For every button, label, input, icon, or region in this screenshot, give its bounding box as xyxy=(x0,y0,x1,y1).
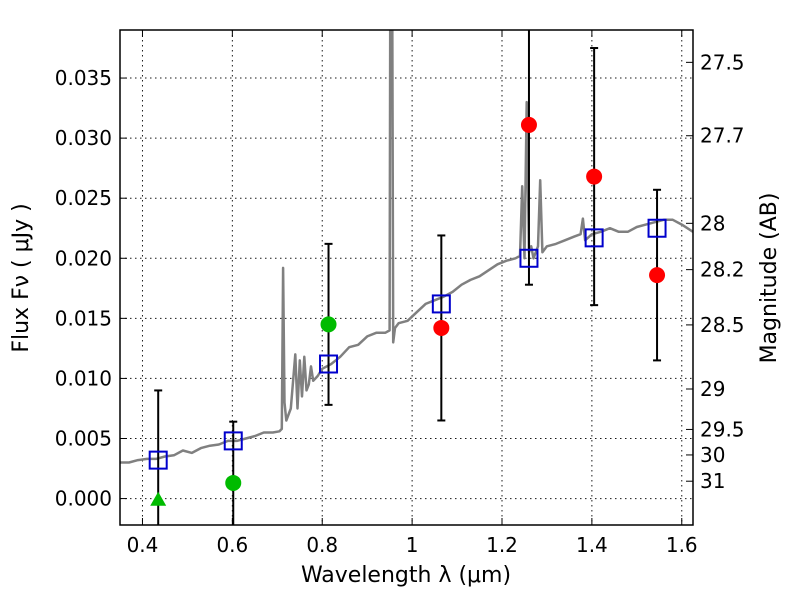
y-tick-label: 0.020 xyxy=(55,246,112,270)
x-tick-label: 1.2 xyxy=(486,533,518,557)
model-square-point xyxy=(431,294,451,314)
right-tick-label: 28 xyxy=(700,211,725,235)
x-tick-label: 1 xyxy=(406,533,419,557)
y-tick-label: 0.035 xyxy=(55,66,112,90)
model-square-point xyxy=(519,248,539,268)
right-tick-label: 29.5 xyxy=(700,417,745,441)
series-layer xyxy=(120,30,693,525)
y-tick-label: 0.015 xyxy=(55,306,112,330)
x-tick-label: 0.4 xyxy=(127,533,159,557)
x-axis-label: Wavelength λ (μm) xyxy=(301,563,511,588)
y-axis-right-label: Magnitude (AB) xyxy=(757,193,782,364)
observed-point xyxy=(586,168,603,185)
right-tick-label: 30 xyxy=(700,443,725,467)
observed-point xyxy=(225,474,242,491)
axes-layer: 0.4 0.6 0.8 1 1.2 1.4 1.6 0.000 0.005 0.010 0.015 0… xyxy=(55,29,745,557)
y-tick-label: 0.030 xyxy=(55,126,112,150)
upper-limit-point xyxy=(150,491,167,506)
observed-point xyxy=(320,316,337,333)
right-tick-label: 31 xyxy=(700,469,725,493)
right-tick-label: 28.5 xyxy=(700,313,745,337)
y-tick-label: 0.025 xyxy=(55,186,112,210)
y-tick-label: 0.005 xyxy=(55,426,112,450)
x-tick-label: 1.6 xyxy=(666,533,698,557)
model-square-point xyxy=(584,228,604,248)
y-axis-label: Flux Fν ( μJy ) xyxy=(9,203,34,352)
y-tick-label: 0.010 xyxy=(55,366,112,390)
x-tick-label: 1.4 xyxy=(576,533,608,557)
observed-point xyxy=(649,267,666,284)
plot-frame xyxy=(119,29,694,526)
right-tick-label: 27.5 xyxy=(700,50,745,74)
model-square-point xyxy=(647,218,667,238)
x-tick-label: 0.8 xyxy=(306,533,338,557)
right-tick-label: 29 xyxy=(700,377,725,401)
observed-point xyxy=(520,116,537,133)
gridlines xyxy=(120,30,693,525)
model-square-point xyxy=(148,450,168,470)
model-square-point xyxy=(319,354,339,374)
model-square-point xyxy=(223,431,243,451)
right-tick-label: 28.2 xyxy=(700,258,745,282)
observed-point xyxy=(433,319,450,336)
y-tick-label: 0.000 xyxy=(55,487,112,511)
sed-line xyxy=(120,30,693,464)
right-tick-label: 27.7 xyxy=(700,124,745,148)
x-tick-label: 0.6 xyxy=(216,533,248,557)
